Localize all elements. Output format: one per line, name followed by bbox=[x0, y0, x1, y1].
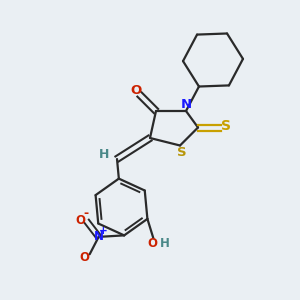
Text: +: + bbox=[99, 226, 108, 236]
Text: N: N bbox=[181, 98, 192, 111]
Text: O: O bbox=[130, 84, 142, 98]
Text: H: H bbox=[99, 148, 110, 161]
Text: S: S bbox=[221, 119, 232, 133]
Text: -: - bbox=[83, 207, 88, 220]
Text: N: N bbox=[94, 230, 104, 243]
Text: O: O bbox=[148, 237, 158, 250]
Text: O: O bbox=[80, 251, 90, 264]
Text: O: O bbox=[75, 214, 85, 226]
Text: H: H bbox=[160, 237, 170, 250]
Text: S: S bbox=[177, 146, 186, 159]
